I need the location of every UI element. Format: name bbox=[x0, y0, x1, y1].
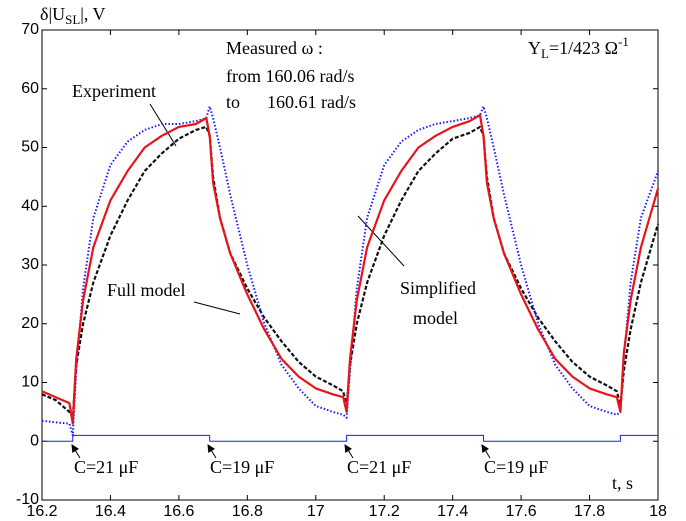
leader-line bbox=[193, 301, 241, 315]
series-line bbox=[41, 105, 659, 437]
series-line bbox=[41, 114, 660, 425]
x-tick-label: 16.6 bbox=[163, 503, 194, 520]
x-tick-label: 16.8 bbox=[232, 503, 263, 520]
x-tick-label: 17 bbox=[307, 503, 325, 520]
arrow bbox=[344, 444, 354, 459]
x-tick-label: 16.2 bbox=[26, 503, 57, 520]
leader-line bbox=[149, 103, 177, 147]
arrow bbox=[71, 444, 81, 459]
x-tick-label: 17.2 bbox=[369, 503, 400, 520]
annotation: C=19 μF bbox=[484, 457, 548, 477]
annotation: to 160.61 rad/s bbox=[226, 92, 356, 112]
y-tick-label: 70 bbox=[21, 21, 39, 38]
annotation: Simplified bbox=[400, 278, 476, 298]
y-tick-label: 50 bbox=[21, 139, 39, 156]
annotation: Measured ω : bbox=[226, 38, 323, 58]
y-tick-label: 30 bbox=[21, 256, 39, 273]
load-label: YL=1/423 Ω-1 bbox=[528, 34, 629, 61]
annotation: model bbox=[413, 308, 458, 328]
annotation: from 160.06 rad/s bbox=[226, 66, 354, 86]
x-axis-label: t, s bbox=[612, 473, 633, 493]
x-tick-label: 17.4 bbox=[437, 503, 468, 520]
annotation: C=21 μF bbox=[74, 457, 138, 477]
series-line bbox=[42, 434, 658, 442]
y-tick-label: 10 bbox=[21, 374, 39, 391]
x-tick-label: 18 bbox=[649, 503, 667, 520]
x-tick-label: 17.6 bbox=[506, 503, 537, 520]
x-tick-label: 16.4 bbox=[95, 503, 126, 520]
y-tick-label: 40 bbox=[21, 197, 39, 214]
y-axis-label: δ|USL|, V bbox=[40, 4, 106, 27]
arrow bbox=[207, 444, 217, 459]
annotation: C=19 μF bbox=[210, 457, 274, 477]
y-tick-label: 20 bbox=[21, 315, 39, 332]
y-tick-label: -10 bbox=[16, 491, 39, 508]
arrow bbox=[481, 444, 491, 459]
annotation: Full model bbox=[107, 280, 186, 300]
y-tick-label: 0 bbox=[30, 432, 39, 449]
y-tick-label: 60 bbox=[21, 80, 39, 97]
annotation: C=21 μF bbox=[347, 457, 411, 477]
series-line bbox=[41, 125, 660, 419]
annotation: Experiment bbox=[72, 81, 156, 101]
leader-line bbox=[357, 215, 405, 267]
x-tick-label: 17.8 bbox=[574, 503, 605, 520]
